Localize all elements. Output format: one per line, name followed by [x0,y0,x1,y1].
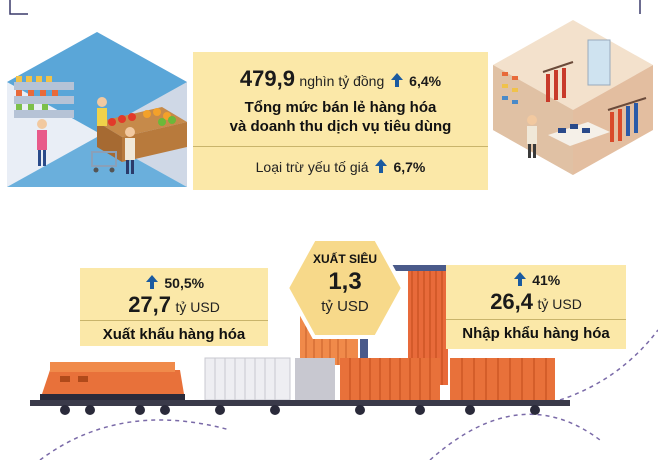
export-value-row: 27,7 tỷ USD [80,292,268,318]
arrow-up-icon [374,159,387,173]
retail-title-line2: và doanh thu dịch vụ tiêu dùng [229,118,452,135]
surplus-unit: tỷ USD [321,298,369,315]
retail-headline: 479,9 nghìn tỷ đồng 6,4% [193,66,488,92]
export-growth: 50,5% [164,275,205,291]
surplus-title: XUẤT SIÊU [312,252,377,266]
retail-excl-label: Loại trừ yếu tố giá [255,159,369,175]
arrow-up-icon [390,73,403,87]
import-info-box: 41% 26,4 tỷ USD Nhập khẩu hàng hóa [446,265,626,349]
retail-excl-growth: 6,7% [393,159,426,175]
import-value-row: 26,4 tỷ USD [446,289,626,315]
import-growth-row: 41% [446,271,626,290]
import-unit: tỷ USD [537,296,582,312]
export-label: Xuất khẩu hàng hóa [102,326,246,343]
export-unit: tỷ USD [175,299,220,315]
retail-info-box: 479,9 nghìn tỷ đồng 6,4% Tổng mức bán lẻ… [193,52,488,190]
export-value: 27,7 [128,292,172,317]
retail-value: 479,9 [239,66,295,91]
import-divider [446,319,626,320]
export-growth-row: 50,5% [80,274,268,293]
surplus-hexagon [284,237,406,339]
retail-growth: 6,4% [409,73,442,89]
retail-unit: nghìn tỷ đồng [299,73,385,89]
import-label: Nhập khẩu hàng hóa [462,325,610,342]
surplus-value: 1,3 [328,268,362,295]
train-illustration [30,357,570,415]
supermarket-illustration [7,32,187,187]
import-value: 26,4 [490,289,534,314]
arrow-up-icon [145,275,158,289]
retail-title-line1: Tổng mức bán lẻ hàng hóa [244,99,437,116]
export-info-box: 50,5% 27,7 tỷ USD Xuất khẩu hàng hóa [80,268,268,346]
export-divider [80,320,268,321]
arrow-up-icon [513,272,526,286]
import-growth: 41% [532,272,561,288]
clothing-store-illustration [493,20,653,175]
retail-divider [193,146,488,147]
retail-excl-row: Loại trừ yếu tố giá 6,7% [193,158,488,177]
